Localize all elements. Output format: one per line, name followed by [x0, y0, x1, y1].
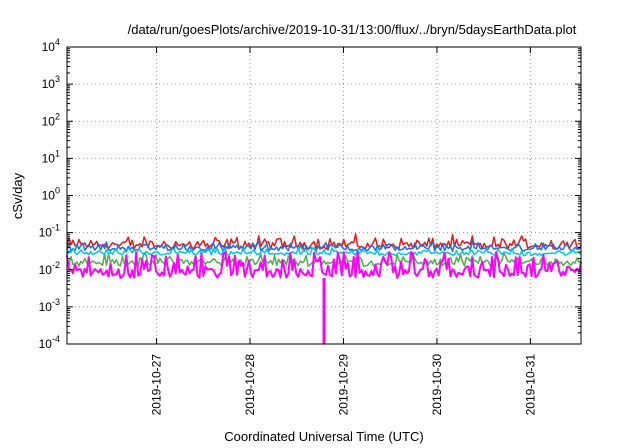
y-tick-label: 103	[42, 74, 60, 91]
x-tick-label: 2019-10-29	[336, 354, 350, 416]
y-tick-label: 10-1	[39, 223, 60, 240]
x-axis-label: Coordinated Universal Time (UTC)	[224, 429, 423, 444]
series-line-1	[66, 233, 582, 251]
x-tick-label: 2019-10-27	[150, 354, 164, 416]
x-tick-label: 2019-10-30	[430, 354, 444, 416]
series-line-5	[66, 251, 582, 279]
y-tick-label: 10-2	[39, 260, 60, 277]
series-line-3	[66, 240, 582, 253]
chart-title: /data/run/goesPlots/archive/2019-10-31/1…	[128, 22, 577, 37]
series-group	[66, 233, 582, 344]
y-tick-label: 102	[42, 111, 60, 128]
y-tick-label: 100	[42, 186, 60, 203]
y-tick-label: 10-4	[39, 334, 60, 351]
x-tick-label: 2019-10-28	[243, 354, 257, 416]
axes: 10-4 10-3 10-2 10-1 100 101 102 103 104 2019-10-2…	[39, 37, 581, 415]
y-tick-label: 104	[42, 37, 60, 54]
y-tick-label: 101	[42, 148, 60, 165]
x-tick-label: 2019-10-31	[523, 354, 537, 416]
y-tick-label: 10-3	[39, 297, 60, 314]
y-axis-label: cSv/day	[10, 172, 25, 219]
